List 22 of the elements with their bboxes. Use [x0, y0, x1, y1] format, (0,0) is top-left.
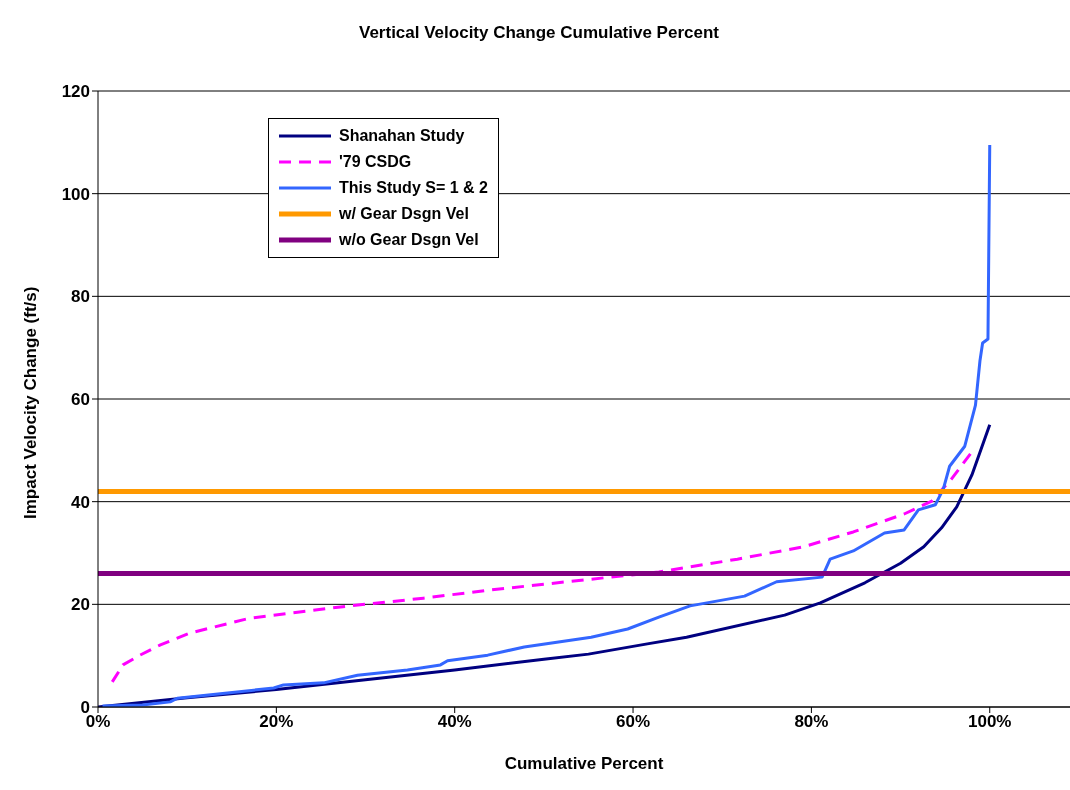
- x-tick-label: 100%: [968, 712, 1012, 732]
- legend-label: This Study S= 1 & 2: [339, 179, 488, 197]
- y-tick-label: 100: [61, 184, 90, 204]
- y-tick-label: 120: [61, 82, 90, 102]
- x-tick-label: 0%: [85, 712, 111, 732]
- x-tick-label: 40%: [437, 712, 472, 732]
- legend-label: Shanahan Study: [339, 127, 465, 145]
- x-tick-label: 20%: [259, 712, 294, 732]
- line-series: [100, 143, 992, 707]
- y-axis-title: Impact Velocity Change (ft/s): [21, 286, 41, 519]
- legend-label: w/o Gear Dsgn Vel: [339, 231, 479, 249]
- y-tick-label: 80: [71, 287, 90, 307]
- chart-title: Vertical Velocity Change Cumulative Percent: [358, 23, 720, 43]
- y-tick-label: 60: [71, 390, 90, 410]
- legend-label: '79 CSDG: [339, 153, 412, 171]
- y-tick-label: 40: [71, 492, 90, 512]
- line-series: [110, 450, 974, 684]
- y-tick-label: 20: [71, 595, 90, 615]
- legend-label: w/ Gear Dsgn Vel: [339, 205, 469, 223]
- x-axis-title: Cumulative Percent: [504, 754, 664, 773]
- x-tick-label: 60%: [616, 712, 651, 732]
- x-tick-label: 80%: [794, 712, 829, 732]
